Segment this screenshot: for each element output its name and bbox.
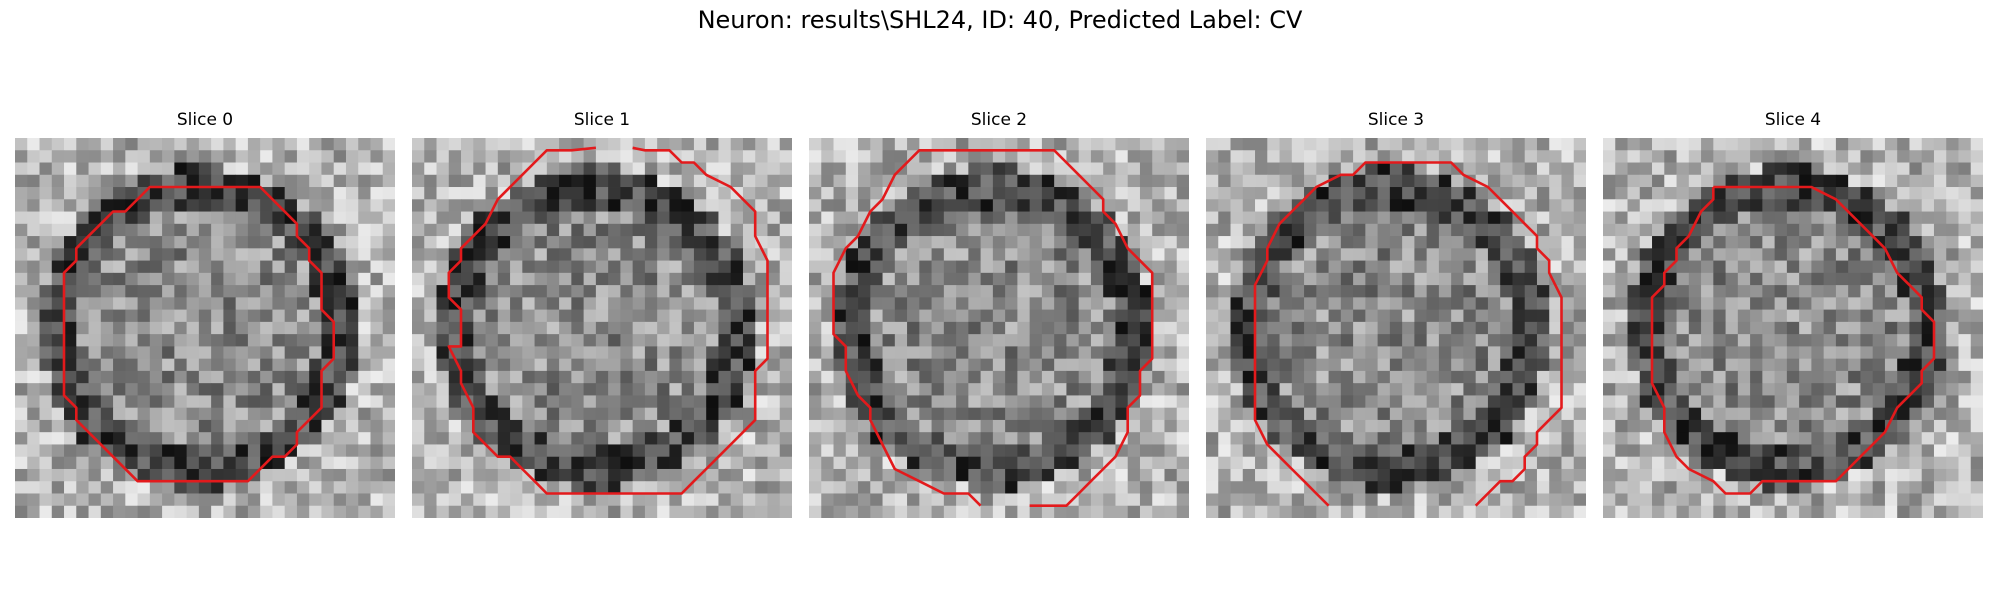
slice-title: Slice 2 [970, 110, 1028, 130]
segmentation-contour [832, 149, 1154, 508]
slice-title: Slice 0 [176, 110, 234, 130]
slice-image-2 [809, 138, 1189, 518]
slice-title: Slice 1 [573, 110, 631, 130]
segmentation-contour [1650, 185, 1936, 495]
slice-panel-1: Slice 1 [412, 108, 792, 518]
slice-title: Slice 4 [1764, 110, 1822, 130]
slice-image-3 [1206, 138, 1586, 518]
slice-title: Slice 3 [1367, 110, 1425, 130]
slice-panel-2: Slice 2 [809, 108, 1189, 518]
segmentation-contour [1253, 161, 1563, 507]
slice-panel-4: Slice 4 [1603, 108, 1983, 518]
slice-panel-3: Slice 3 [1206, 108, 1586, 518]
slice-panel-0: Slice 0 [15, 108, 395, 518]
slice-image-4 [1603, 138, 1983, 518]
segmentation-contour [62, 185, 336, 483]
figure-title: Neuron: results\SHL24, ID: 40, Predicted… [697, 6, 1303, 34]
slice-image-1 [412, 138, 792, 518]
slice-image-0 [15, 138, 395, 518]
segmentation-contour [447, 146, 769, 495]
